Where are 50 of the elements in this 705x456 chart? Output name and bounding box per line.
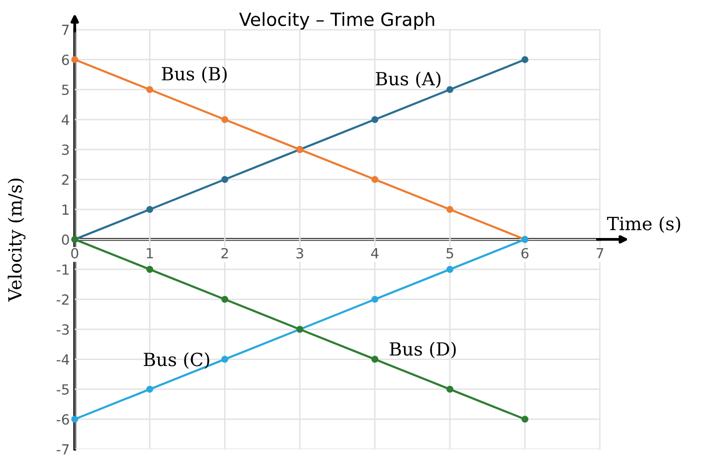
x-tick-label: 7 [596, 248, 604, 258]
point [146, 386, 154, 393]
y-tick-label: 1 [62, 204, 69, 215]
point [446, 266, 454, 273]
y-tick-label: 0 [62, 234, 69, 245]
x-tick-label: 0 [71, 248, 78, 258]
point [221, 296, 228, 303]
chart-title: Velocity – Time Graph [239, 12, 434, 30]
point [446, 206, 454, 213]
point [371, 296, 378, 303]
y-tick-label: 6 [62, 54, 69, 66]
point [446, 86, 454, 94]
x-tick-label: 3 [296, 248, 304, 258]
y-tick-label: -6 [56, 414, 69, 425]
y-tick-label: -7 [56, 444, 69, 454]
x-tick-label: 2 [221, 248, 228, 258]
y-tick-label: -2 [56, 294, 68, 305]
x-tick-label: 1 [146, 248, 153, 258]
series-label: Bus (A) [376, 72, 440, 88]
y-tick-label: 2 [62, 174, 68, 185]
series-label: Bus (B) [162, 66, 227, 84]
y-tick-label: -5 [56, 384, 69, 395]
series-label: Bus (D) [390, 342, 456, 358]
point [146, 266, 154, 273]
point [521, 416, 528, 423]
x-tick-label: 6 [521, 248, 528, 258]
y-tick-label: -3 [56, 324, 69, 335]
point [71, 416, 78, 423]
point [371, 116, 378, 124]
point [221, 176, 228, 183]
x-tick-label: 5 [446, 248, 454, 258]
point [371, 176, 378, 183]
point [71, 56, 78, 64]
series-label: Bus (C) [144, 352, 210, 369]
y-tick-label: 4 [62, 114, 70, 125]
y-tick-label: 7 [62, 24, 69, 35]
point [446, 386, 454, 393]
point [221, 356, 228, 363]
y-tick-label: -4 [56, 354, 70, 365]
x-tick-label: 4 [371, 248, 378, 258]
y-tick-label: -1 [56, 264, 69, 275]
point [371, 356, 378, 363]
y-tick-label: 3 [62, 144, 69, 155]
y-axis-title: Velocity (m/s) [8, 178, 26, 302]
x-axis-title: Time (s) [607, 216, 680, 233]
point [521, 56, 528, 64]
point [146, 86, 154, 94]
point [221, 116, 228, 124]
y-tick-label: 5 [62, 84, 69, 96]
point [146, 206, 154, 213]
